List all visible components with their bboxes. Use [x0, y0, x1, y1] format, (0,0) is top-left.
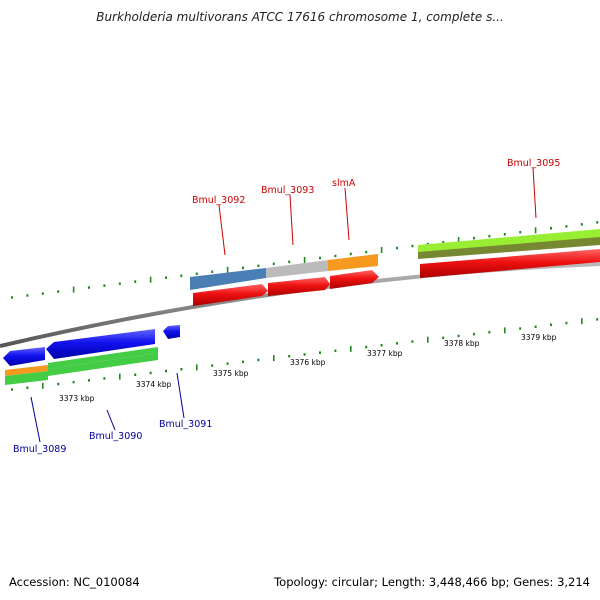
forward-leader-lines — [218, 167, 537, 256]
gene-arrow-slma[interactable] — [330, 270, 379, 289]
gene-arrow-bmul-3093[interactable] — [268, 277, 330, 296]
gene-label-bmul-3093[interactable]: Bmul_3093 — [261, 185, 314, 196]
gene-arrow-bmul-3095[interactable] — [420, 249, 600, 278]
gene-label-bmul-3089[interactable]: Bmul_3089 — [13, 444, 66, 455]
scale-label: 3377 kbp — [367, 349, 403, 358]
scale-label: 3375 kbp — [213, 369, 249, 378]
map-title: Burkholderia multivorans ATCC 17616 chro… — [96, 10, 504, 24]
reverse-cog-band — [5, 347, 158, 385]
gene-arrow-bmul-3089[interactable] — [3, 347, 45, 366]
forward-cog-band — [190, 229, 600, 290]
scale-label: 3376 kbp — [290, 358, 326, 367]
chromosome-backbone — [0, 262, 600, 348]
gene-label-bmul-3092[interactable]: Bmul_3092 — [192, 195, 245, 206]
gene-label-slma[interactable]: slmA — [332, 178, 356, 189]
gene-arrow-bmul-3090[interactable] — [46, 329, 155, 359]
forward-genes — [193, 249, 600, 306]
genome-summary-text: Topology: circular; Length: 3,448,466 bp… — [274, 575, 590, 589]
gene-labels: Bmul_3092 Bmul_3093 slmA Bmul_3095 Bmul_… — [13, 158, 560, 455]
gene-label-bmul-3095[interactable]: Bmul_3095 — [507, 158, 560, 169]
scale-labels: 3373 kbp 3374 kbp 3375 kbp 3376 kbp 3377… — [59, 333, 557, 403]
reverse-leader-lines — [30, 372, 185, 443]
gene-label-bmul-3091[interactable]: Bmul_3091 — [159, 419, 212, 430]
scale-label: 3378 kbp — [444, 339, 480, 348]
accession-text: Accession: NC_010084 — [9, 575, 140, 589]
gene-arrow-bmul-3092[interactable] — [193, 284, 268, 306]
gene-arrow-bmul-3091[interactable] — [163, 325, 180, 339]
scale-label: 3379 kbp — [521, 333, 557, 342]
reverse-genes — [3, 325, 180, 366]
gene-label-bmul-3090[interactable]: Bmul_3090 — [89, 431, 142, 442]
scale-label: 3373 kbp — [59, 394, 95, 403]
inner-tick-row — [11, 318, 599, 391]
outer-tick-row — [11, 221, 599, 299]
scale-label: 3374 kbp — [136, 380, 172, 389]
